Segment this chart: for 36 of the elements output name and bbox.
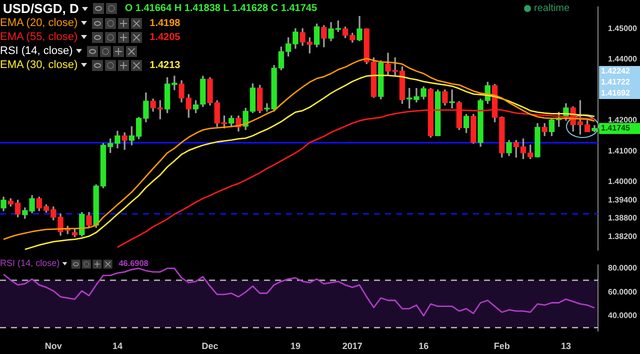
y-tick-label: 1.38200 <box>608 232 638 242</box>
y-tick-label: 60.0000 <box>608 287 638 296</box>
y-tick-label: 1.38800 <box>608 214 638 223</box>
text: 1.42242 <box>601 66 630 76</box>
y-tick-label: 1.42000 <box>608 116 638 125</box>
text: EMA (30, close) <box>0 59 78 71</box>
y-tick-label: 40.0000 <box>608 310 638 320</box>
text: 1.41722 <box>601 78 630 87</box>
annotation: RSI (14, close) <box>0 45 73 57</box>
x-tick-label: 2017 <box>342 341 362 352</box>
x-tick-label: 19 <box>290 341 300 352</box>
y-tick-label: 1.44000 <box>608 54 638 64</box>
y-tick-label: 1.45000 <box>608 24 638 33</box>
y-tick-label: 1.40000 <box>608 176 638 186</box>
x-tick-label: 13 <box>560 341 571 352</box>
x-tick-label: Nov <box>44 341 62 352</box>
text: EMA (20, close) <box>0 17 78 29</box>
y-tick-label: 80.0000 <box>608 264 638 273</box>
annotation: 1.4213 <box>150 60 180 70</box>
y-tick-label: 1.39400 <box>608 195 638 204</box>
annotation: 46.6908 <box>118 259 148 268</box>
text: 1.41692 <box>601 88 630 98</box>
text: 1.41745 <box>601 124 630 133</box>
chart-title: USD/SGD, D <box>3 1 79 16</box>
annotation: 1.4205 <box>150 32 180 42</box>
x-tick-label: 14 <box>112 341 122 352</box>
annotation: O 1.41664 H 1.41838 L 1.41628 C 1.41745 <box>124 3 318 14</box>
annotation: realtime <box>534 3 570 14</box>
x-tick-label: Feb <box>494 341 510 352</box>
x-tick-label: 16 <box>418 341 429 352</box>
candlestick <box>449 89 455 109</box>
x-tick-label: Dec <box>202 341 218 352</box>
series-label: RSI (14, close) <box>0 258 60 269</box>
text: EMA (55, close) <box>0 31 78 43</box>
y-tick-label: 1.41000 <box>608 146 638 156</box>
annotation: 1.4198 <box>150 18 180 28</box>
